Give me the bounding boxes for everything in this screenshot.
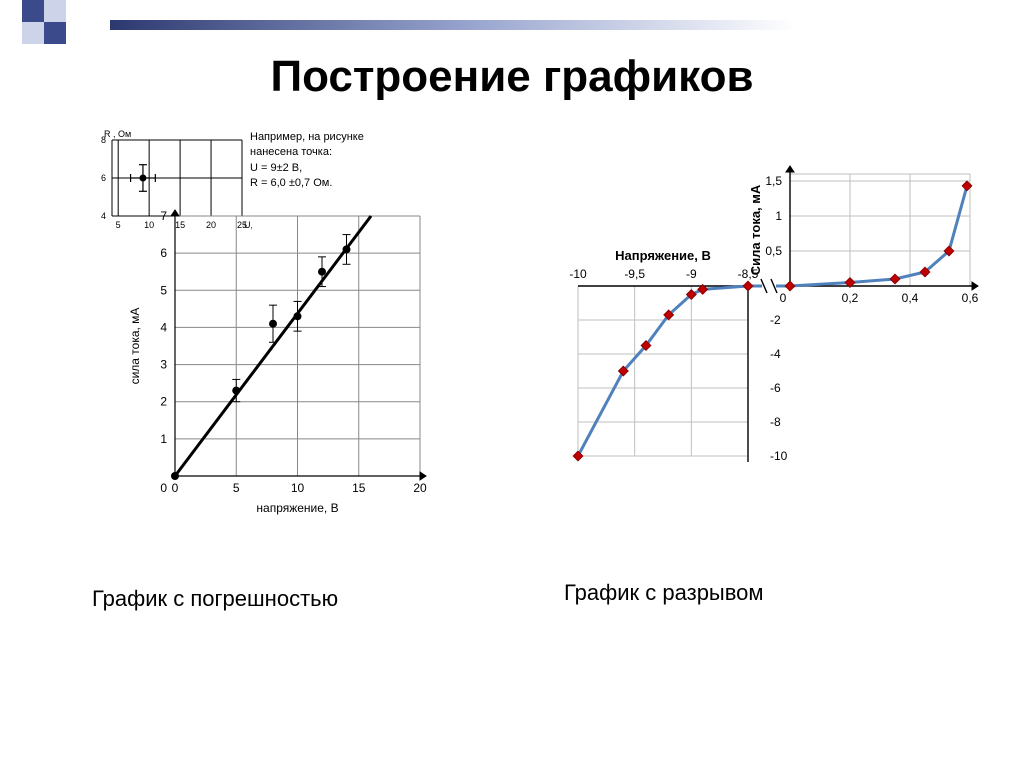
caption-errorbars: График с погрешностью [92,586,338,612]
note-line: U = 9±2 В, [250,161,364,176]
svg-text:3: 3 [160,358,167,372]
svg-text:-9: -9 [686,267,697,281]
note-line: нанесена точка: [250,145,364,160]
slide-body: 510152025468R , ОмU, В Например, на рису… [0,120,1024,768]
svg-text:1: 1 [775,209,782,223]
svg-text:-10: -10 [770,449,788,463]
svg-text:6: 6 [101,173,106,183]
note-line: Например, на рисунке [250,130,364,145]
svg-text:-4: -4 [770,347,781,361]
svg-text:Сила тока, мА: Сила тока, мА [748,184,763,275]
svg-text:-9,5: -9,5 [624,267,645,281]
svg-text:7: 7 [160,209,167,223]
caption-break: График с разрывом [564,580,764,606]
svg-text:0: 0 [172,481,179,495]
svg-text:20: 20 [413,481,427,495]
svg-text:1,5: 1,5 [765,174,782,188]
svg-text:2: 2 [160,395,167,409]
svg-text:R , Ом: R , Ом [104,129,131,139]
svg-text:0,5: 0,5 [765,244,782,258]
svg-text:сила тока, мА: сила тока, мА [128,308,142,385]
svg-text:0: 0 [780,291,787,305]
svg-text:-2: -2 [770,313,781,327]
svg-text:4: 4 [160,320,167,334]
svg-text:0: 0 [160,481,167,495]
svg-text:10: 10 [291,481,305,495]
svg-text:-10: -10 [569,267,587,281]
svg-text:1: 1 [160,432,167,446]
svg-text:5: 5 [160,283,167,297]
svg-text:5: 5 [233,481,240,495]
svg-text:0,6: 0,6 [962,291,979,305]
chart-error-point-note: Например, на рисунке нанесена точка: U =… [250,130,364,192]
svg-text:напряжение, В: напряжение, В [256,501,338,515]
svg-text:15: 15 [352,481,366,495]
note-line: R = 6,0 ±0,7 Ом. [250,176,364,191]
svg-text:0,2: 0,2 [842,291,859,305]
slide-accent [0,0,1024,44]
slide-title: Построение графиков [0,52,1024,102]
svg-text:Напряжение, В: Напряжение, В [615,248,711,263]
chart-with-break: -10-9,5-9-8,5-10-8-6-4-20,20,40,60,511,5… [530,156,990,476]
svg-text:-6: -6 [770,381,781,395]
svg-text:0,4: 0,4 [902,291,919,305]
svg-text:6: 6 [160,246,167,260]
svg-text:4: 4 [101,211,106,221]
svg-text:-8: -8 [770,415,781,429]
chart-with-errorbars: 0 5 10 15 20 1 2 3 4 5 6 7 0 напряжение, В сила тока, … [120,206,440,526]
